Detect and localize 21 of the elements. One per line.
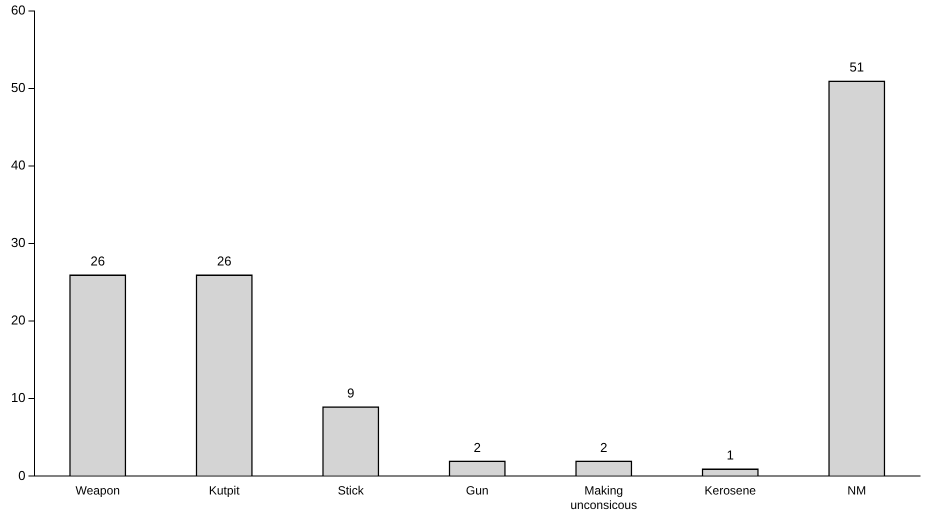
y-tick-label: 60 bbox=[10, 2, 26, 18]
data-label: 26 bbox=[216, 254, 232, 269]
x-tick-label: Gun bbox=[466, 484, 489, 498]
data-label: 2 bbox=[474, 440, 481, 455]
x-tick-label: Making unconsicous bbox=[570, 484, 638, 512]
data-label: 2 bbox=[600, 440, 608, 455]
x-tick-label: NM bbox=[847, 484, 866, 498]
y-tick-label: 10 bbox=[10, 390, 26, 406]
x-tick-label: Kutpit bbox=[208, 484, 240, 498]
y-tick-label: 0 bbox=[18, 468, 26, 483]
y-tick-label: 40 bbox=[10, 158, 26, 173]
y-tick-label: 20 bbox=[10, 312, 26, 328]
x-tick-label: Kerosene bbox=[704, 484, 756, 498]
data-label: 51 bbox=[850, 60, 864, 75]
x-tick-label: Weapon bbox=[75, 484, 120, 498]
y-tick-label: 30 bbox=[10, 235, 26, 250]
y-tick-label: 50 bbox=[10, 80, 26, 95]
data-label: 9 bbox=[347, 385, 354, 400]
x-tick-label: Stick bbox=[338, 484, 365, 498]
data-label: 26 bbox=[90, 254, 105, 269]
data-label: 1 bbox=[726, 448, 734, 463]
